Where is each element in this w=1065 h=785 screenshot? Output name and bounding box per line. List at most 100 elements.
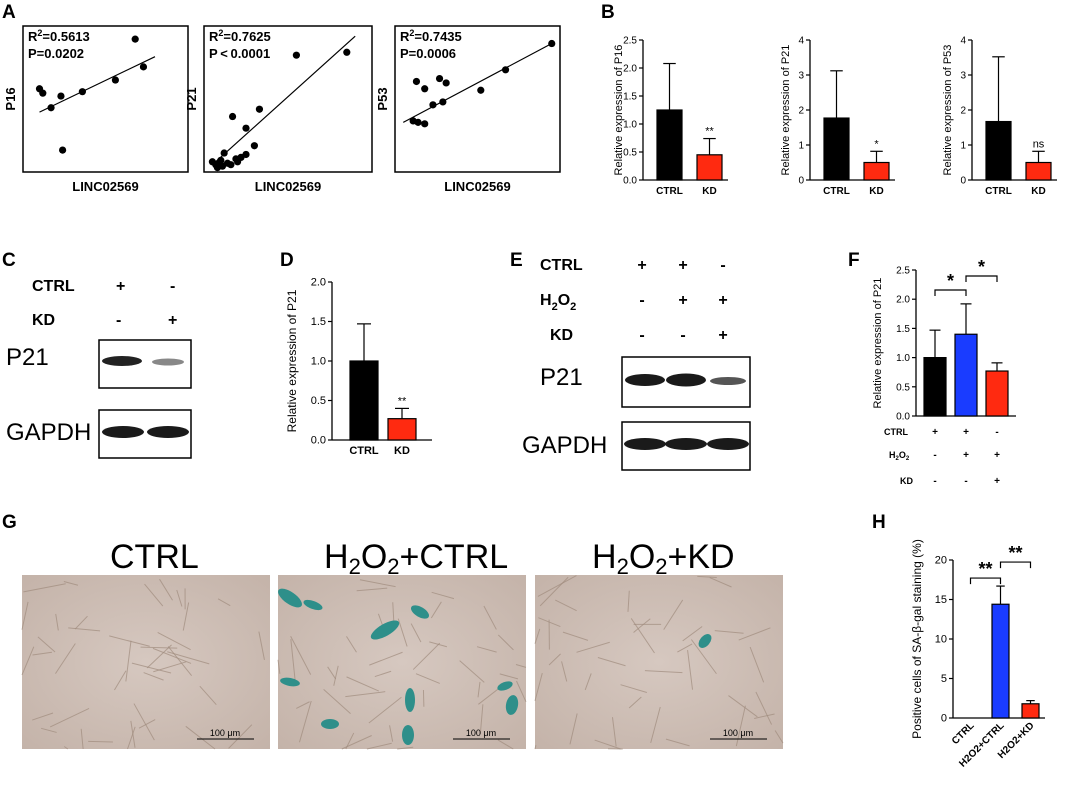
cell-fiber <box>356 587 388 592</box>
category-label: KD <box>869 186 883 197</box>
y-axis-label: Relative expression of P21 <box>780 45 792 176</box>
cell-fiber <box>597 657 626 667</box>
cell-fiber <box>584 673 592 691</box>
sign: - <box>639 327 644 344</box>
significance-bracket <box>965 275 998 282</box>
sign: - <box>995 427 998 438</box>
y-tick-label: 20 <box>935 555 947 567</box>
blot-label-p21: P21 <box>6 344 49 371</box>
panel-letter-f: F <box>848 250 860 271</box>
micrograph-3: 100 μm <box>534 575 784 750</box>
data-point <box>435 74 444 83</box>
cell-fiber <box>55 643 76 674</box>
sa-beta-gal-stain <box>370 620 400 640</box>
data-point <box>501 66 510 74</box>
plot-frame <box>203 25 373 173</box>
sa-beta-gal-stain <box>698 634 712 648</box>
y-tick-label: 3 <box>798 71 804 82</box>
fit-line <box>39 56 156 113</box>
significance-label: ** <box>705 126 714 138</box>
y-tick-label: 0 <box>960 176 966 187</box>
band <box>147 426 189 438</box>
cell-fiber <box>32 651 53 656</box>
bar <box>696 154 723 181</box>
y-tick-label: 0 <box>941 713 947 725</box>
y-tick-label: 2.5 <box>623 36 637 47</box>
y-tick-label: 15 <box>935 594 947 606</box>
cell-fiber <box>479 704 484 735</box>
sign: + <box>637 257 646 274</box>
cell-fiber <box>176 589 183 607</box>
cell-fiber <box>157 632 191 651</box>
scatter-plot-p16: R2=0.5613 P=0.0202 LINC02569 P16 <box>3 25 189 194</box>
cell-fiber <box>429 641 448 648</box>
micrograph-background <box>535 575 783 749</box>
cell-fiber <box>228 724 253 749</box>
y-tick-label: 4 <box>798 36 804 47</box>
significance-bracket <box>934 289 967 296</box>
data-point <box>234 158 242 166</box>
category-label: CTRL <box>950 720 977 747</box>
scatter-plot-p21: R2=0.7625 P < 0.0001 LINC02569 P21 <box>184 25 373 194</box>
sa-beta-gal-stain <box>405 688 415 712</box>
micrograph-images: 100 μm 100 μm 100 μm <box>21 575 784 750</box>
panel-e-western-blot: CTRL H2O2 KD + + - - + + - - + P21 GAPDH <box>522 257 751 471</box>
y-tick-label: 2.0 <box>623 64 637 75</box>
cell-fiber <box>55 613 59 631</box>
y-tick-label: 0.5 <box>896 382 910 393</box>
micrograph-title-h2o2-ctrl: H2O2+CTRL <box>324 538 508 579</box>
y-tick-label: 1 <box>798 141 804 152</box>
micrograph-title-h2o2-kd: H2O2+KD <box>592 538 735 579</box>
cell-fiber <box>627 590 630 612</box>
x-axis-label: LINC02569 <box>255 179 321 194</box>
cell-fiber <box>430 601 442 619</box>
sign: - <box>933 476 936 487</box>
panel-e-signs: + + - - + + - - + <box>637 257 727 344</box>
cell-fiber <box>125 640 132 682</box>
data-point <box>242 150 250 159</box>
sign: + <box>678 257 687 274</box>
sign: - <box>639 292 644 309</box>
cell-fiber <box>714 630 744 634</box>
row-label-ctrl: CTRL <box>32 278 75 295</box>
y-tick-label: 2.0 <box>311 277 326 289</box>
panel-letter-d: D <box>280 250 294 271</box>
data-point <box>228 112 237 121</box>
cell-fiber <box>754 713 775 719</box>
cell-fiber <box>628 696 642 709</box>
cell-fiber <box>477 681 481 698</box>
row-label-kd: KD <box>900 476 913 486</box>
cell-fiber <box>483 605 497 630</box>
panel-f-condition-table: CTRL H2O2 KD + + - - + + - - + <box>884 427 1000 487</box>
significance-label: * <box>874 138 879 150</box>
panel-letter-e: E <box>510 250 523 271</box>
cell-fiber <box>459 660 485 683</box>
cell-fiber <box>41 727 57 733</box>
y-axis-label: Relative expression of P21 <box>872 278 884 409</box>
scale-bar-label: 100 μm <box>723 728 753 738</box>
category-label: KD <box>1031 186 1045 197</box>
scatter-plot-p53: R2=0.7435 P=0.0006 LINC02569 P53 <box>375 25 561 194</box>
cell-fiber <box>152 647 192 664</box>
cell-fiber <box>369 651 403 666</box>
cell-fiber <box>366 742 392 750</box>
y-axis-label: P53 <box>375 87 390 110</box>
y-axis-label: Relative expression of P53 <box>942 45 954 176</box>
cell-fiber <box>144 583 164 607</box>
sign: + <box>963 450 969 461</box>
panel-f-signs: + + - - + + - - + <box>932 427 1000 487</box>
sa-beta-gal-stain <box>402 725 414 745</box>
cell-fiber <box>114 670 127 691</box>
bar <box>985 120 1012 181</box>
band <box>102 426 144 438</box>
cell-fiber <box>290 639 296 683</box>
category-label: CTRL <box>985 186 1012 197</box>
sa-beta-gal-stain <box>280 677 300 687</box>
cell-fiber <box>68 627 101 632</box>
row-label-kd: KD <box>550 327 573 344</box>
cell-fiber <box>534 628 541 644</box>
data-point <box>429 101 437 109</box>
panel-a-scatter-plots: R2=0.5613 P=0.0202 LINC02569 P16 R2=0.7625 P … <box>3 25 561 194</box>
cell-fiber <box>23 583 66 593</box>
cell-fiber <box>167 651 210 665</box>
